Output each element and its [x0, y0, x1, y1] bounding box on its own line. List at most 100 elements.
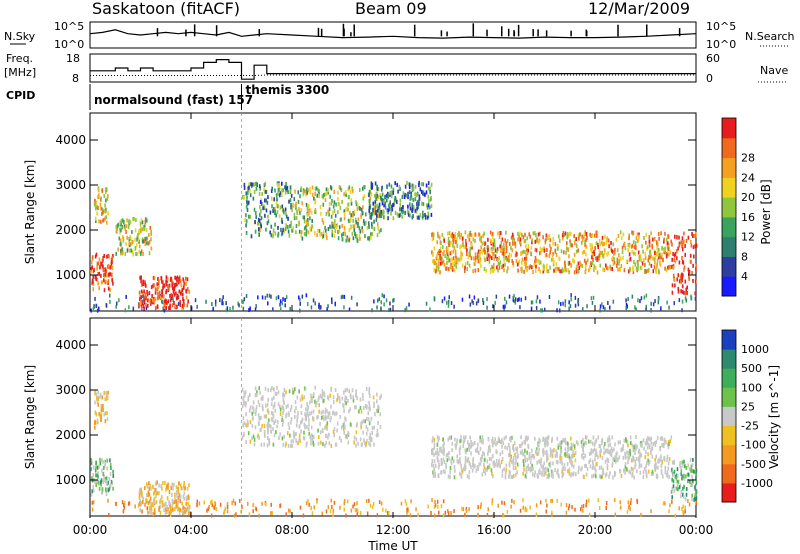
echo-cell: [440, 470, 443, 474]
echo-cell: [121, 500, 124, 505]
echo-cell: [330, 415, 332, 420]
echo-cell: [254, 386, 257, 391]
echo-cell: [695, 266, 697, 271]
echo-cell: [322, 234, 325, 239]
echo-cell: [564, 440, 567, 445]
echo-cell: [608, 437, 611, 442]
colorbar-segment: [722, 406, 736, 426]
echo-cell: [462, 243, 464, 248]
echo-cell: [379, 207, 381, 212]
echo-cell: [263, 187, 265, 192]
echo-cell: [424, 214, 427, 219]
echo-cell: [694, 496, 696, 501]
echo-cell: [281, 418, 283, 423]
echo-cell: [343, 390, 345, 395]
echo-cell: [112, 469, 114, 474]
echo-cell: [119, 220, 122, 225]
echo-cell: [355, 430, 358, 435]
y-tick-label: 3000: [55, 178, 86, 192]
echo-cell: [541, 470, 543, 475]
echo-cell: [300, 233, 302, 238]
echo-cell: [242, 423, 245, 428]
echo-cell: [150, 510, 152, 515]
echo-cell: [105, 488, 107, 493]
echo-cell: [447, 299, 450, 304]
echo-cell: [448, 240, 451, 245]
echo-cell: [95, 219, 97, 223]
power-echo-cells: [90, 113, 698, 313]
echo-cell: [540, 249, 542, 254]
echo-cell: [181, 509, 183, 514]
date-title: 12/Mar/2009: [588, 0, 690, 18]
echo-cell: [482, 298, 484, 302]
echo-cell: [235, 512, 237, 517]
echo-cell: [368, 404, 371, 409]
echo-cell: [338, 185, 341, 190]
echo-cell: [537, 232, 540, 237]
echo-cell: [512, 263, 515, 268]
echo-cell: [171, 294, 174, 299]
echo-cell: [695, 263, 697, 268]
echo-cell: [179, 279, 182, 284]
echo-cell: [604, 441, 606, 446]
echo-cell: [97, 261, 100, 266]
echo-cell: [692, 234, 694, 238]
echo-cell: [359, 511, 362, 515]
echo-cell: [284, 303, 286, 308]
echo-cell: [480, 502, 482, 507]
echo-cell: [345, 207, 347, 212]
echo-cell: [248, 182, 250, 187]
echo-cell: [281, 436, 284, 441]
echo-cell: [106, 466, 108, 471]
echo-cell: [275, 213, 277, 218]
echo-cell: [595, 468, 597, 473]
echo-cell: [656, 436, 659, 440]
echo-cell: [376, 184, 378, 189]
echo-cell: [283, 388, 286, 392]
echo-cell: [477, 505, 479, 510]
echo-cell: [343, 305, 345, 310]
echo-cell: [127, 501, 130, 506]
echo-cell: [573, 259, 575, 264]
echo-cell: [183, 483, 185, 488]
echo-cell: [258, 421, 260, 426]
echo-cell: [442, 245, 444, 249]
echo-cell: [579, 260, 581, 265]
echo-cell: [289, 224, 291, 229]
echo-cell: [141, 220, 144, 225]
echo-cell: [103, 209, 105, 214]
echo-cell: [92, 488, 95, 493]
echo-cell: [472, 256, 475, 261]
echo-cell: [656, 242, 659, 247]
colorbar-tick-label: 100: [741, 381, 762, 394]
echo-cell: [263, 430, 266, 434]
echo-cell: [581, 453, 583, 458]
echo-cell: [285, 405, 288, 410]
echo-cell: [509, 453, 511, 458]
echo-cell: [461, 252, 463, 257]
echo-cell: [437, 473, 440, 478]
echo-cell: [453, 304, 455, 309]
echo-cell: [343, 209, 346, 214]
echo-cell: [278, 193, 281, 198]
echo-cell: [575, 244, 578, 248]
echo-cell: [211, 302, 213, 307]
echo-cell: [281, 217, 283, 222]
echo-cell: [503, 306, 505, 311]
echo-cell: [102, 459, 104, 464]
echo-cell: [458, 447, 461, 452]
echo-cell: [308, 418, 310, 423]
echo-cell: [265, 414, 267, 419]
echo-cell: [594, 440, 597, 445]
echo-cell: [570, 460, 572, 465]
echo-cell: [600, 465, 603, 470]
echo-cell: [98, 286, 100, 291]
echo-cell: [98, 464, 100, 469]
echo-cell: [532, 472, 534, 477]
echo-cell: [683, 473, 685, 478]
echo-cell: [275, 296, 278, 301]
colorbar-segment: [722, 444, 736, 465]
echo-cell: [129, 220, 132, 225]
echo-cell: [585, 252, 587, 257]
echo-cell: [91, 500, 94, 505]
